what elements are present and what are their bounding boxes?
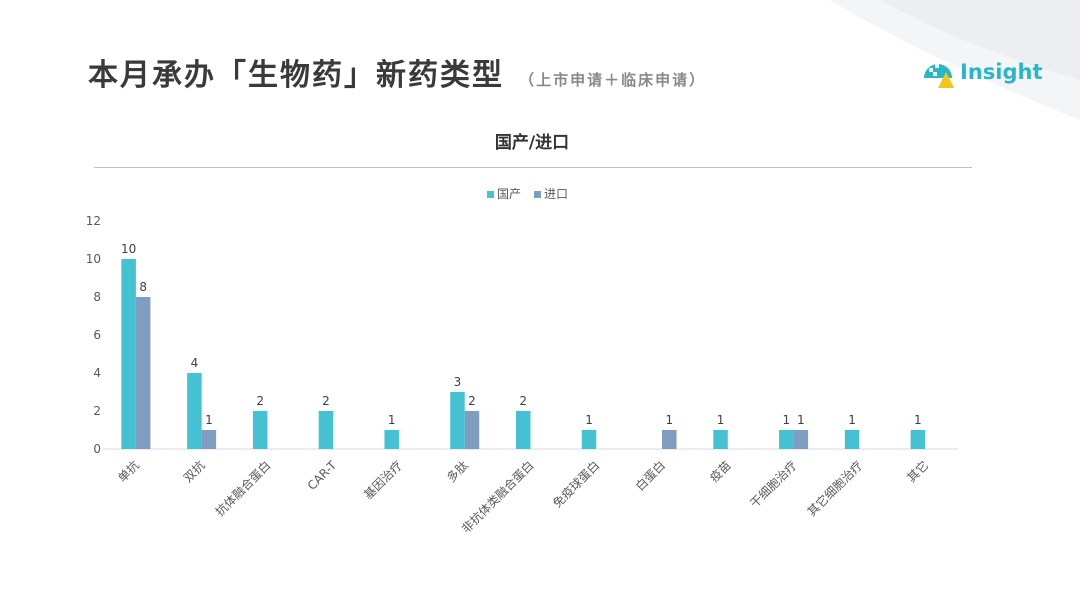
bar-domestic — [779, 430, 794, 449]
x-category-label: 干细胞治疗 — [747, 458, 799, 510]
bar-domestic — [581, 430, 597, 449]
bar-domestic — [516, 411, 531, 449]
legend-swatch-domestic — [487, 191, 494, 198]
data-label: 1 — [205, 413, 213, 427]
x-category-label: 单抗 — [114, 458, 142, 486]
insight-logo-icon — [924, 64, 954, 88]
legend-label: 进口 — [544, 187, 568, 201]
x-category-label: 疫苗 — [706, 458, 734, 486]
x-category-label: 白蛋白 — [632, 458, 668, 494]
data-label: 1 — [914, 413, 922, 427]
bar-domestic — [384, 430, 399, 449]
bar-domestic — [121, 259, 136, 449]
x-category-label: 基因治疗 — [361, 458, 405, 502]
x-category-label: 免疫球蛋白 — [549, 458, 602, 511]
bar-imported — [201, 430, 217, 449]
page-subtitle: （上市申请＋临床申请） — [519, 71, 707, 89]
x-category-label: 多肽 — [443, 458, 471, 486]
bar-imported — [135, 297, 151, 449]
y-tick-label: 6 — [93, 328, 101, 342]
data-label: 1 — [783, 413, 791, 427]
y-tick-label: 4 — [93, 366, 101, 380]
data-label: 10 — [121, 242, 136, 256]
bar-domestic — [252, 411, 268, 449]
page-header: 本月承办「生物药」新药类型 （上市申请＋临床申请） — [88, 50, 706, 94]
y-tick-label: 10 — [86, 252, 101, 266]
y-tick-label: 0 — [93, 442, 101, 456]
x-category-label: 双抗 — [180, 458, 208, 486]
bar-domestic — [844, 430, 860, 449]
data-label: 1 — [388, 413, 396, 427]
page-title: 本月承办「生物药」新药类型 — [88, 58, 504, 93]
chart-title: 国产/进口 — [494, 133, 570, 153]
bar-domestic — [910, 430, 926, 449]
y-tick-label: 8 — [93, 290, 101, 304]
data-label: 2 — [468, 394, 476, 408]
data-label: 1 — [797, 413, 805, 427]
data-label: 8 — [139, 280, 147, 294]
y-tick-label: 2 — [93, 404, 101, 418]
bar-domestic — [318, 411, 334, 449]
data-label: 1 — [585, 413, 593, 427]
legend-label: 国产 — [497, 187, 521, 201]
x-category-label: CAR-T — [305, 458, 340, 493]
data-label: 2 — [256, 394, 264, 408]
data-label: 3 — [454, 375, 462, 389]
bar-imported — [464, 411, 480, 449]
bar-domestic — [713, 430, 728, 449]
bar-domestic — [187, 373, 202, 449]
y-tick-label: 12 — [86, 214, 101, 228]
data-label: 1 — [717, 413, 725, 427]
data-label: 1 — [665, 413, 673, 427]
chart-title-divider — [94, 167, 972, 168]
bar-imported — [793, 430, 809, 449]
data-label: 1 — [848, 413, 856, 427]
x-category-label: 非抗体类融合蛋白 — [458, 458, 536, 536]
data-label: 2 — [519, 394, 527, 408]
bar-imported — [662, 430, 677, 449]
legend-swatch-imported — [534, 191, 541, 198]
x-category-label: 抗体融合蛋白 — [212, 458, 274, 520]
insight-logo: Insight — [920, 54, 1042, 90]
bar-domestic — [450, 392, 465, 449]
data-label: 4 — [191, 356, 199, 370]
x-category-label: 其它细胞治疗 — [804, 458, 866, 520]
x-category-label: 其它 — [904, 458, 932, 486]
insight-logo-text: Insight — [960, 60, 1043, 84]
data-label: 2 — [322, 394, 330, 408]
